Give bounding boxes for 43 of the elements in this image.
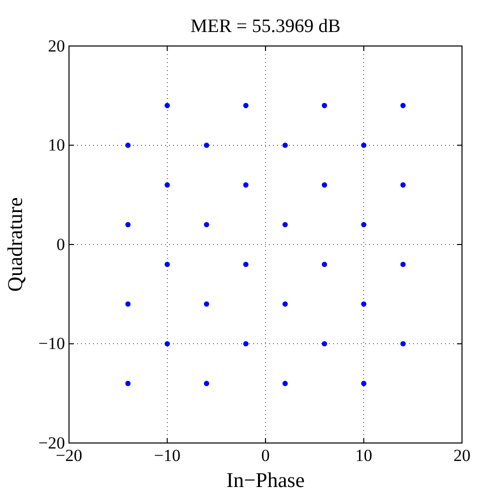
x-tick-label: 20: [454, 446, 470, 466]
point: [125, 380, 131, 386]
point: [400, 262, 406, 267]
y-tick-label: 10: [48, 136, 65, 155]
y-tick-label: 20: [48, 36, 65, 56]
point: [204, 142, 210, 148]
point: [400, 182, 406, 188]
x-tick-label: −10: [154, 446, 181, 466]
point: [400, 341, 406, 346]
x-tick-label: 0: [261, 446, 270, 466]
point: [282, 142, 288, 148]
point: [322, 102, 328, 108]
point: [204, 301, 210, 307]
point: [361, 301, 366, 307]
point: [322, 262, 328, 267]
point: [361, 142, 366, 148]
point: [282, 301, 288, 307]
point: [322, 182, 328, 188]
point: [361, 380, 366, 386]
point: [164, 262, 170, 267]
y-tick-label: 0: [56, 234, 65, 254]
point: [243, 341, 248, 346]
point: [204, 380, 210, 386]
x-tick-label: 10: [355, 446, 372, 466]
point: [164, 102, 170, 108]
point: [204, 222, 210, 228]
point: [400, 102, 406, 108]
point: [243, 102, 248, 108]
y-tick-label: −10: [38, 334, 65, 354]
point: [282, 380, 288, 386]
point: [125, 222, 131, 228]
point: [282, 222, 288, 228]
point: [322, 341, 328, 346]
point: [125, 301, 131, 307]
point: [243, 262, 248, 267]
x-axis-title: In−Phase: [226, 468, 305, 492]
point: [361, 222, 366, 228]
chart-title: MER = 55.3969 dB: [190, 16, 341, 37]
y-axis-title: Quadrature: [3, 197, 27, 292]
point: [164, 341, 170, 346]
point: [125, 142, 131, 148]
point: [164, 182, 170, 188]
point: [243, 182, 248, 188]
